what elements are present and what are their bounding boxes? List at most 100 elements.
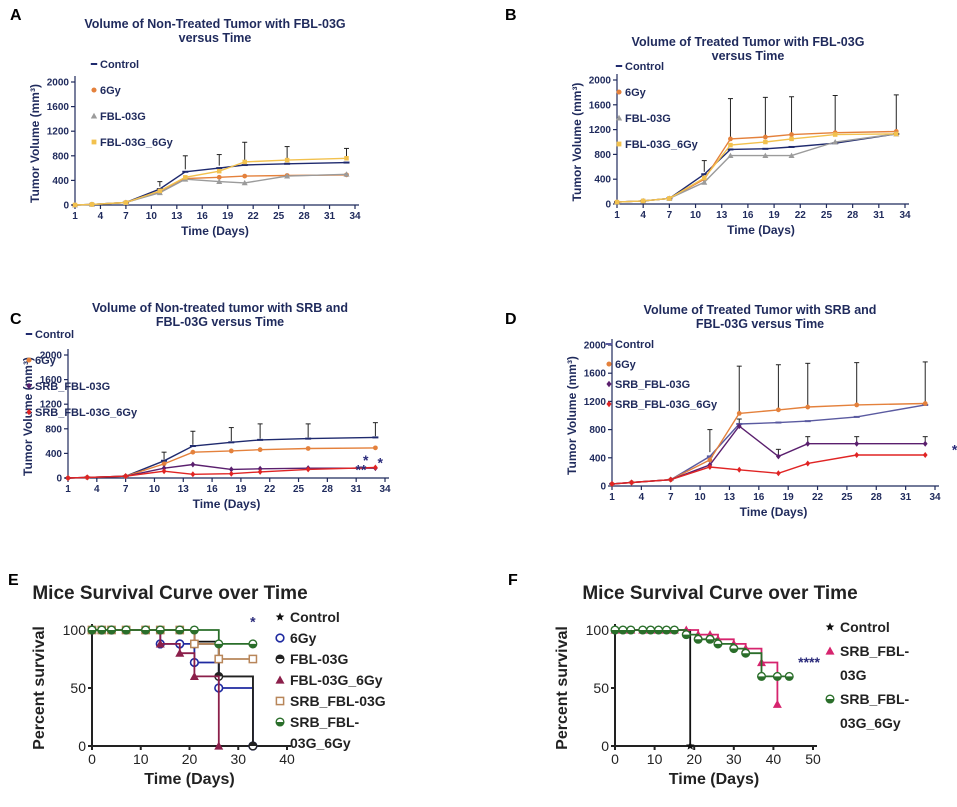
x-tick-label: 10: [690, 210, 702, 221]
chart-title: Volume of Non-Treated Tumor with FBL-03G: [84, 17, 345, 31]
x-tick-label: 4: [639, 492, 645, 503]
legend-entry: SRB_FBL-: [840, 643, 910, 659]
data-point: [686, 741, 695, 750]
data-point: [183, 175, 188, 180]
data-point: [736, 423, 742, 430]
series-control: [72, 161, 350, 206]
y-tick-label: 800: [52, 151, 69, 162]
data-point: [668, 476, 674, 483]
legend-entry: SRB_FBL-: [840, 691, 910, 707]
data-point: [763, 139, 768, 145]
series-line: [67, 466, 376, 479]
x-tick-label: 25: [273, 211, 285, 222]
y-tick-label: 2000: [589, 76, 612, 87]
data-point-fill: [654, 630, 663, 634]
legend-marker-fill: [826, 699, 834, 703]
series-line: [74, 161, 347, 206]
y-tick-label: 1200: [47, 127, 70, 138]
data-point: [707, 457, 713, 463]
data-point-fill: [741, 653, 750, 658]
x-axis-label: Time (Days): [740, 505, 808, 519]
data-point-fill: [214, 672, 223, 677]
data-point: [922, 451, 928, 458]
x-tick-label: 13: [178, 484, 190, 495]
panel-letter: A: [10, 7, 22, 24]
x-tick-label: 7: [123, 484, 129, 495]
x-tick-label: 31: [873, 210, 885, 221]
data-point-fill: [107, 630, 116, 634]
legend-entry: SRB_FBL-03G: [615, 379, 690, 391]
data-point-fill: [97, 630, 106, 634]
chart-title: FBL-03G versus Time: [696, 317, 824, 331]
series-fbl-03g-6gy: [614, 131, 899, 205]
x-tick-label: 40: [279, 751, 295, 767]
y-tick-label: 400: [594, 175, 611, 186]
data-point: [241, 179, 248, 186]
data-point: [228, 466, 234, 473]
series-srb-fbl-03g-6gy: [609, 451, 928, 487]
data-point: [372, 464, 378, 471]
data-point-fill: [190, 630, 199, 634]
legend-marker-fill: [276, 722, 284, 726]
y-tick-label: 0: [601, 738, 609, 754]
chart-title: Mice Survival Curve over Time: [32, 583, 307, 604]
x-tick-label: 7: [667, 210, 673, 221]
legend-marker: [91, 139, 97, 145]
data-point-fill: [88, 630, 96, 634]
series-line: [67, 436, 376, 479]
data-point-fill: [785, 676, 794, 681]
data-point-fill: [175, 630, 184, 634]
significance-marker: **: [356, 461, 367, 477]
legend-entry: FBL-03G_6Gy: [100, 137, 174, 149]
y-tick-label: 100: [586, 622, 610, 638]
x-tick-label: 16: [207, 484, 219, 495]
data-point: [190, 461, 196, 468]
data-point: [805, 440, 811, 447]
legend-marker: [91, 87, 97, 93]
data-point: [242, 173, 248, 179]
data-point: [922, 440, 928, 447]
series-6gy: [65, 445, 378, 481]
y-tick-label: 0: [63, 201, 69, 212]
legend-entry: 6Gy: [290, 630, 317, 646]
data-point: [228, 448, 234, 454]
x-tick-label: 1: [72, 211, 78, 222]
legend-marker: [825, 622, 835, 631]
data-point: [190, 449, 196, 455]
y-tick-label: 2000: [47, 78, 70, 89]
legend-entry: Control: [100, 59, 139, 71]
data-point: [762, 134, 768, 140]
x-tick-label: 13: [716, 210, 728, 221]
significance-marker: *: [952, 441, 957, 457]
data-point-fill: [670, 630, 679, 634]
x-tick-label: 1: [65, 484, 71, 495]
x-tick-label: 25: [293, 484, 305, 495]
series-control: [610, 625, 695, 750]
x-tick-label: 25: [821, 210, 833, 221]
legend: Control 6Gy SRB_FBL-03G SRB_FBL-03G_6Gy: [25, 329, 138, 419]
legend-marker-fill: [276, 655, 284, 659]
data-point: [89, 202, 95, 207]
legend-entry: SRB_FBL-03G: [290, 693, 386, 709]
data-point-fill: [773, 676, 782, 681]
legend-entry: Control: [840, 619, 890, 635]
data-point-fill: [156, 630, 165, 634]
data-point: [161, 468, 167, 475]
y-tick-label: 50: [70, 680, 86, 696]
series-control: [65, 436, 379, 479]
series-line: [611, 454, 926, 485]
data-point: [736, 466, 742, 473]
x-axis-label: Time (Days): [727, 223, 795, 237]
significance-marker: ****: [798, 654, 820, 670]
x-tick-label: 34: [899, 210, 911, 221]
legend-entry: FBL-03G_6Gy: [290, 672, 383, 688]
x-tick-label: 19: [783, 492, 795, 503]
y-tick-label: 400: [52, 176, 69, 187]
series-fbl-03g: [72, 171, 350, 208]
data-point: [775, 470, 781, 477]
series-srb-fbl-03g-6gy: [87, 625, 258, 649]
data-point-fill: [619, 630, 627, 634]
legend-marker: [616, 89, 622, 95]
chart-title: Volume of Treated Tumor with SRB and: [644, 303, 877, 317]
x-tick-label: 22: [812, 492, 824, 503]
